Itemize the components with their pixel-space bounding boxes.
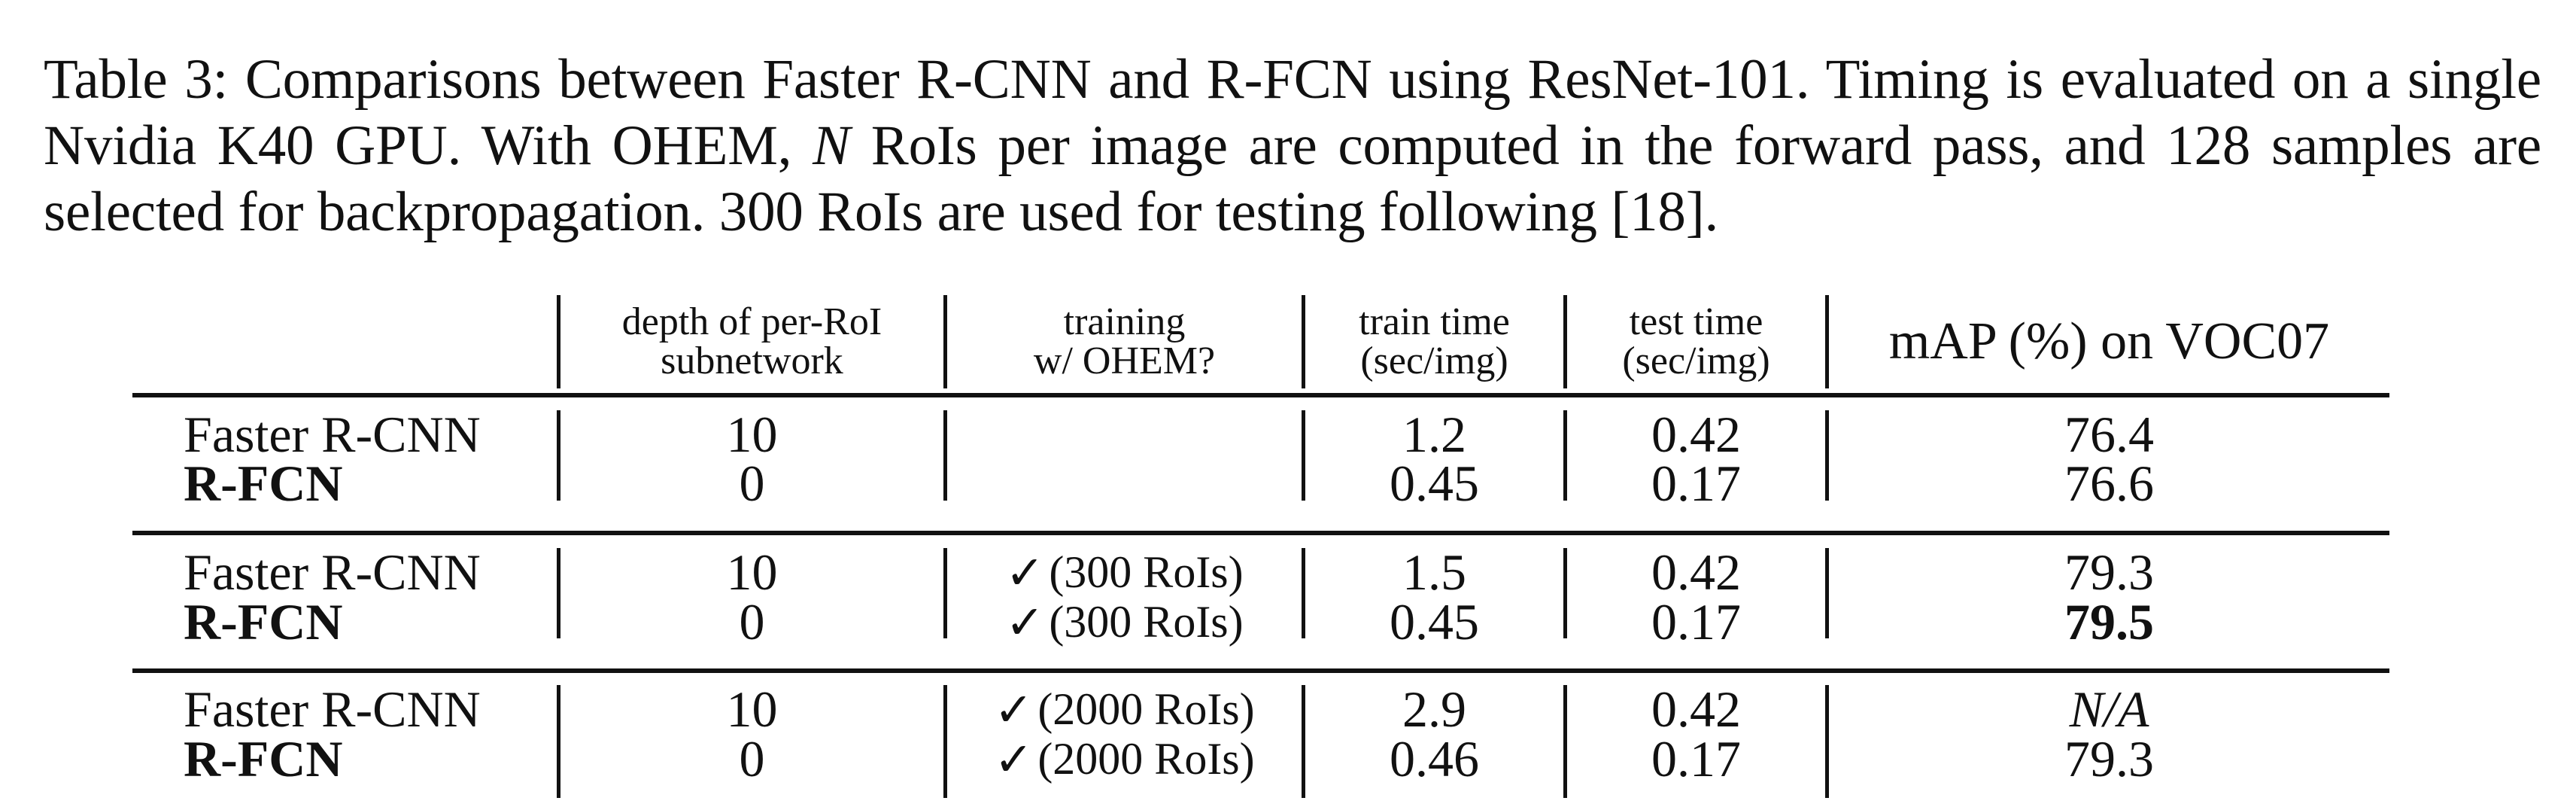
row-ohem: ✓ (2000 RoIs) — [947, 732, 1302, 787]
row-map: 76.4 — [2064, 406, 2154, 463]
row-train-time: 0.45 — [1390, 593, 1479, 650]
column-separator — [1563, 295, 1567, 388]
row-train-time: 0.46 — [1390, 730, 1479, 787]
column-separator — [943, 548, 947, 638]
column-separator — [1302, 295, 1305, 388]
caption-variable-n: N — [813, 114, 850, 177]
column-separator — [943, 295, 947, 388]
checkmark-icon: ✓ — [994, 731, 1034, 787]
column-separator — [1563, 410, 1567, 501]
row-test-time: 0.42 — [1651, 544, 1741, 601]
row-map: 79.3 — [2064, 730, 2154, 787]
header-train-line2: (sec/img) — [1360, 340, 1508, 382]
table-caption: Table 3: Comparisons between Faster R-CN… — [44, 47, 2541, 245]
column-separator — [1825, 548, 1829, 638]
row-depth: 10 — [726, 544, 778, 601]
row-depth: 0 — [739, 455, 765, 512]
header-test-line2: (sec/img) — [1622, 340, 1770, 382]
column-separator — [557, 685, 560, 798]
row-ohem-text: (2000 RoIs) — [1037, 733, 1255, 784]
row-ohem: ✓ (2000 RoIs) — [947, 682, 1302, 737]
row-depth: 0 — [739, 730, 765, 787]
column-separator — [1825, 410, 1829, 501]
row-map: 79.5 — [2064, 593, 2154, 650]
header-test-time: test time (sec/img) — [1567, 295, 1825, 388]
row-ohem: ✓ (300 RoIs) — [947, 595, 1302, 650]
row-method: R-FCN — [184, 455, 343, 512]
column-separator — [1563, 548, 1567, 638]
column-separator — [1302, 410, 1305, 501]
caption-text-2: RoIs per image are computed in the forwa… — [44, 114, 2541, 243]
checkmark-icon: ✓ — [994, 681, 1034, 737]
row-test-time: 0.17 — [1651, 455, 1741, 512]
row-ohem-text: (300 RoIs) — [1049, 547, 1244, 597]
column-separator — [557, 295, 560, 388]
header-depth: depth of per-RoI subnetwork — [560, 295, 943, 388]
group-rule — [132, 531, 2389, 535]
row-train-time: 0.45 — [1390, 455, 1479, 512]
row-method: R-FCN — [184, 730, 343, 787]
column-separator — [1563, 685, 1567, 798]
row-train-time: 1.2 — [1402, 406, 1466, 463]
header-ohem-line2: w/ OHEM? — [1033, 340, 1216, 382]
row-method: R-FCN — [184, 593, 343, 650]
row-train-time: 1.5 — [1402, 544, 1466, 601]
checkmark-icon: ✓ — [1005, 594, 1045, 650]
row-test-time: 0.42 — [1651, 681, 1741, 738]
row-train-time: 2.9 — [1402, 681, 1466, 738]
header-rule — [132, 393, 2389, 397]
row-test-time: 0.17 — [1651, 593, 1741, 650]
group-rule — [132, 668, 2389, 673]
column-separator — [943, 685, 947, 798]
row-method: Faster R-CNN — [184, 544, 481, 601]
row-ohem-text: (300 RoIs) — [1049, 596, 1244, 647]
row-map: N/A — [2069, 681, 2149, 738]
column-separator — [557, 548, 560, 638]
row-depth: 0 — [739, 593, 765, 650]
checkmark-icon: ✓ — [1005, 544, 1045, 600]
column-separator — [943, 410, 947, 501]
header-ohem: training w/ OHEM? — [947, 295, 1302, 388]
row-test-time: 0.42 — [1651, 406, 1741, 463]
column-separator — [557, 410, 560, 501]
column-separator — [1302, 685, 1305, 798]
row-method: Faster R-CNN — [184, 406, 481, 463]
row-map: 79.3 — [2064, 544, 2154, 601]
row-ohem-text: (2000 RoIs) — [1037, 684, 1255, 734]
row-depth: 10 — [726, 681, 778, 738]
header-train-time: train time (sec/img) — [1305, 295, 1563, 388]
header-train-line1: train time — [1359, 300, 1510, 343]
column-separator — [1825, 295, 1829, 388]
header-depth-line1: depth of per-RoI — [621, 300, 882, 343]
header-test-line1: test time — [1629, 300, 1763, 343]
row-map: 76.6 — [2064, 455, 2154, 512]
row-test-time: 0.17 — [1651, 730, 1741, 787]
header-depth-line2: subnetwork — [661, 340, 843, 382]
caption-text-1: Table 3: Comparisons between Faster R-CN… — [44, 48, 2541, 177]
column-separator — [1302, 548, 1305, 638]
header-ohem-line1: training — [1063, 300, 1186, 343]
row-depth: 10 — [726, 406, 778, 463]
row-ohem: ✓ (300 RoIs) — [947, 545, 1302, 600]
header-map: mAP (%) on VOC07 — [1888, 312, 2330, 370]
row-method: Faster R-CNN — [184, 681, 481, 738]
column-separator — [1825, 685, 1829, 798]
